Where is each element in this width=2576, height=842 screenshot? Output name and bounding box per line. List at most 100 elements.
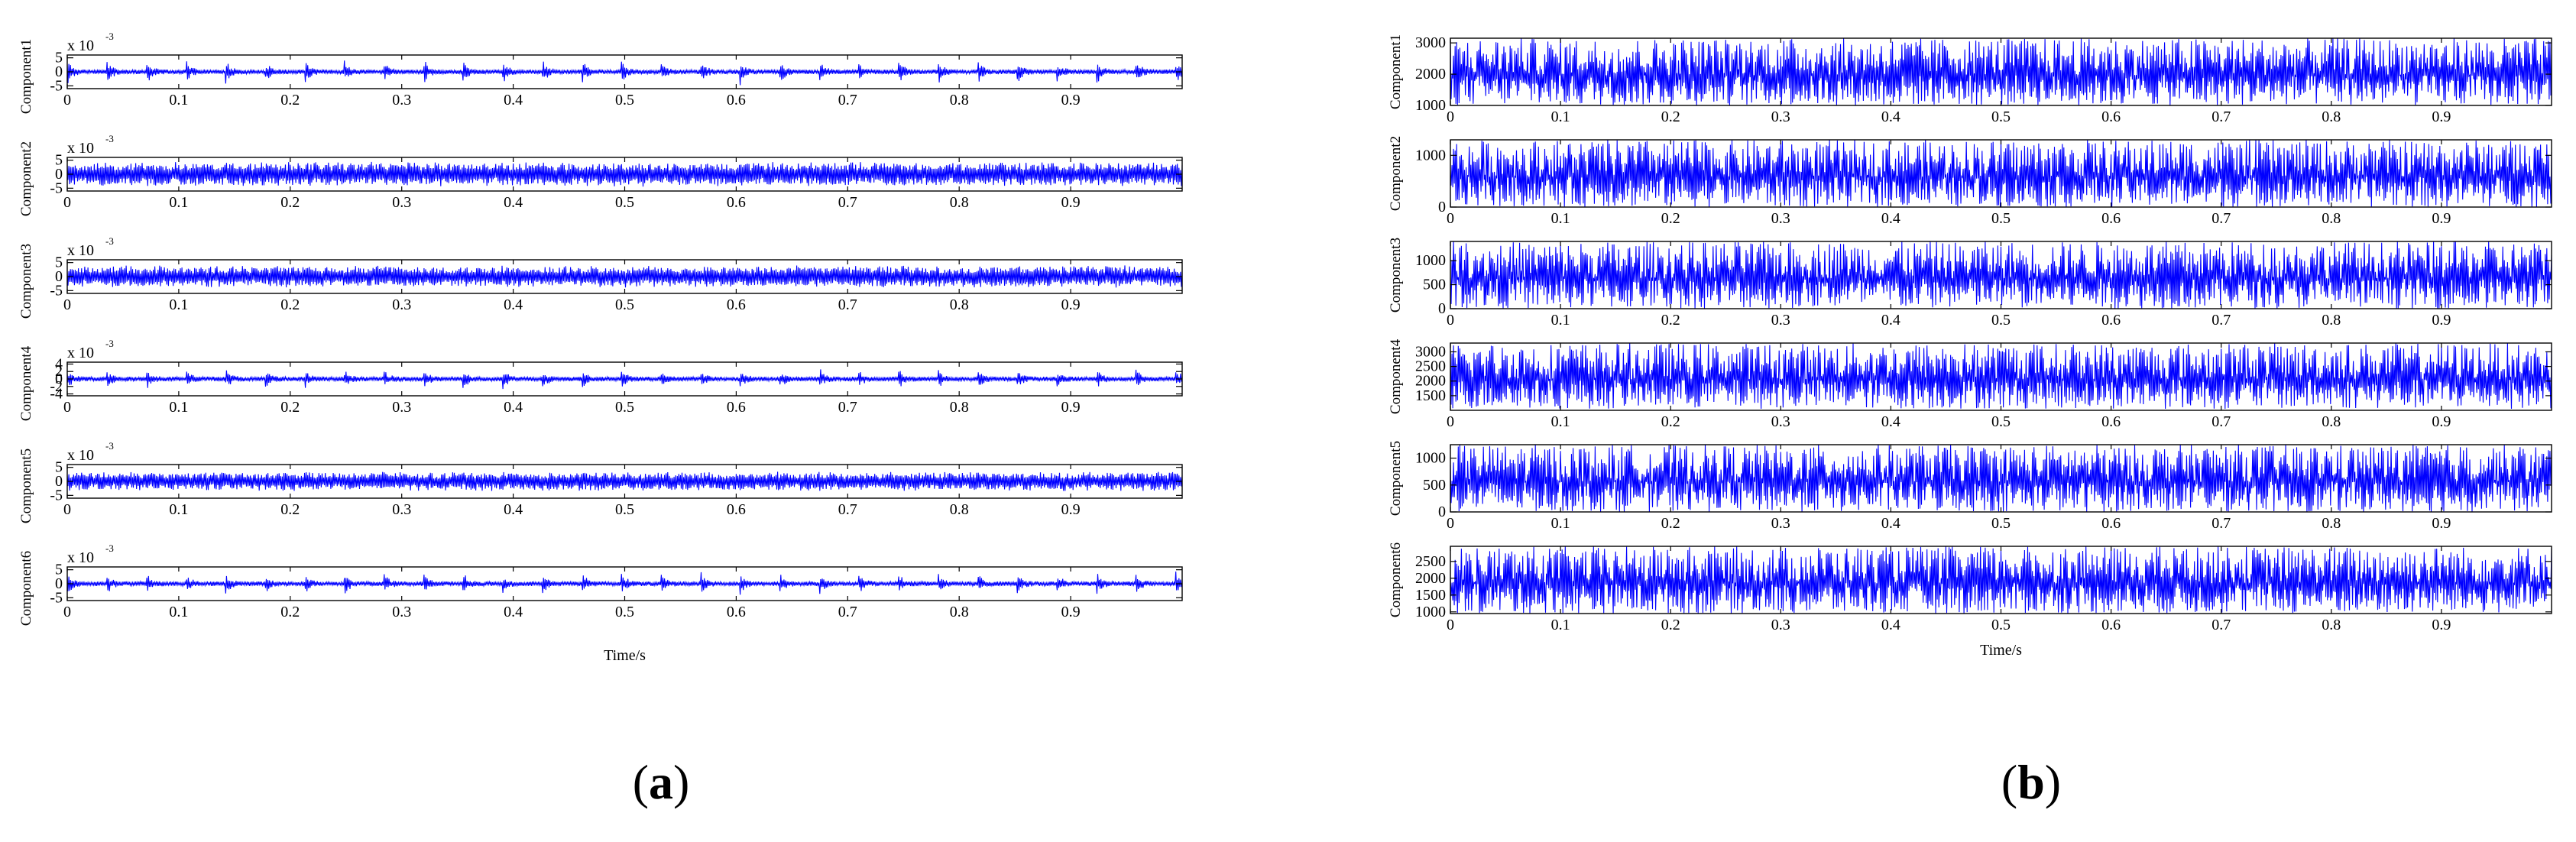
y-tick-label: 1000: [1415, 450, 1446, 467]
x-tick-label: 0.7: [2211, 515, 2231, 532]
y-tick-label: 0: [55, 63, 63, 80]
y-axis-label: Component1: [1388, 34, 1404, 109]
y-axis-label: Component4: [1388, 338, 1404, 414]
x-tick-label: 0.8: [2322, 210, 2341, 227]
x-tick-label: 0.9: [1061, 604, 1081, 620]
y-tick-label: 0: [1438, 300, 1446, 317]
panel-a-series-1-line: [66, 60, 1183, 86]
panel-b-subplot-6: 0 0.1 0.2 0.3 0.4 0.5 0.6 0.7 0.8 0.9 100015002000…: [1388, 542, 2552, 633]
x-tick-label: 0.3: [1771, 108, 1790, 125]
y-tick-label: 3000: [1415, 343, 1446, 360]
y-tick-label: 5: [55, 459, 63, 476]
y-exponent-label: x 10: [67, 549, 94, 566]
x-tick-label: 0.6: [2101, 210, 2121, 227]
x-tick-label: 0.2: [1661, 210, 1680, 227]
y-exponent-label: x 10: [67, 37, 94, 54]
x-tick-label: 0.4: [504, 92, 523, 108]
x-tick-label: 0.2: [280, 604, 300, 620]
y-tick-label: 1000: [1415, 604, 1446, 620]
x-tick-label: 0: [63, 194, 71, 211]
x-tick-label: 0.1: [1551, 108, 1570, 125]
x-tick-label: 0.3: [392, 296, 411, 313]
x-tick-label: 0.7: [2211, 617, 2231, 633]
x-tick-label: 0.9: [2432, 617, 2451, 633]
y-tick-label: -5: [50, 282, 63, 299]
x-tick-label: 0.2: [1661, 413, 1680, 430]
x-tick-label: 0: [1447, 617, 1454, 633]
y-tick-label: -5: [50, 487, 63, 504]
x-tick-label: 0.6: [2101, 312, 2121, 329]
y-exponent-label: x 10: [67, 242, 94, 259]
y-axis-label: Component3: [1388, 238, 1404, 313]
x-tick-label: 0.2: [1661, 108, 1680, 125]
x-tick-label: 0.7: [838, 92, 857, 108]
y-tick-label: -2: [50, 378, 63, 395]
x-tick-label: 0.4: [504, 399, 523, 416]
x-tick-label: 0.8: [950, 92, 969, 108]
x-tick-label: 0.4: [504, 604, 523, 620]
x-tick-label: 0.9: [1061, 501, 1081, 518]
y-tick-label: 1000: [1415, 97, 1446, 114]
y-axis-label: Component2: [1388, 136, 1404, 211]
panel-b-label: (b): [2001, 755, 2061, 809]
x-tick-label: 0.9: [2432, 515, 2451, 532]
x-axis-label: Time/s: [1980, 642, 2022, 659]
x-tick-label: 0.4: [1881, 617, 1900, 633]
x-tick-label: 0.4: [1881, 413, 1900, 430]
x-tick-label: 0.1: [169, 92, 188, 108]
x-tick-label: 0.5: [615, 194, 634, 211]
panel-a-series-4-line: [66, 369, 1183, 390]
x-tick-label: 0.3: [392, 92, 411, 108]
y-exponent-value: -3: [105, 31, 114, 42]
y-tick-label: 0: [1438, 504, 1446, 520]
x-tick-label: 0.1: [1551, 312, 1570, 329]
y-tick-label: 2500: [1415, 553, 1446, 570]
panel-b-subplot-3: 0 0.1 0.2 0.3 0.4 0.5 0.6 0.7 0.8 0.9 0 500 1000 Comp…: [1388, 238, 2552, 329]
y-axis-label: Component4: [18, 345, 34, 421]
x-tick-label: 0.4: [1881, 312, 1900, 329]
x-tick-label: 0.7: [2211, 210, 2231, 227]
y-tick-label: 2500: [1415, 358, 1446, 375]
x-tick-label: 0.5: [1991, 312, 2011, 329]
y-tick-label: 2: [55, 363, 63, 380]
x-tick-label: 0.3: [392, 399, 411, 416]
x-tick-label: 0.1: [1551, 515, 1570, 532]
x-tick-label: 0.5: [1991, 210, 2011, 227]
y-tick-label: -5: [50, 180, 63, 196]
y-exponent-label: x 10: [67, 345, 94, 361]
panel-a-label-close: ): [673, 755, 689, 809]
x-tick-label: 0: [63, 501, 71, 518]
x-tick-label: 0: [1447, 210, 1454, 227]
y-tick-label: 500: [1423, 477, 1446, 494]
x-tick-label: 0.1: [169, 399, 188, 416]
x-tick-label: 0.1: [169, 194, 188, 211]
panel-b-subplot-1: 0 0.1 0.2 0.3 0.4 0.5 0.6 0.7 0.8 0.9 1000 2000 3000…: [1388, 34, 2552, 125]
panel-a-series-2-line: [66, 161, 1183, 187]
x-tick-label: 0.6: [727, 296, 746, 313]
y-axis-label: Component3: [18, 244, 34, 319]
y-tick-label: 2000: [1415, 373, 1446, 390]
x-tick-label: 0.4: [504, 296, 523, 313]
x-tick-label: 0.7: [2211, 312, 2231, 329]
panel-b-label-close: ): [2045, 755, 2061, 809]
x-tick-label: 0.6: [2101, 617, 2121, 633]
y-tick-label: 5: [55, 50, 63, 66]
x-tick-label: 0.2: [1661, 617, 1680, 633]
x-tick-label: 0.3: [1771, 210, 1790, 227]
x-tick-label: 0.9: [2432, 210, 2451, 227]
x-tick-label: 0.8: [950, 296, 969, 313]
x-tick-label: 0.3: [1771, 312, 1790, 329]
panel-b-series-1-line: [1450, 38, 2552, 105]
x-tick-label: 0.8: [950, 604, 969, 620]
y-tick-label: 0: [55, 371, 63, 387]
y-axis-label: Component2: [18, 141, 34, 216]
panel-a-series-3-line: [66, 265, 1183, 288]
y-tick-label: 1000: [1415, 147, 1446, 164]
x-tick-label: 0.7: [838, 501, 857, 518]
